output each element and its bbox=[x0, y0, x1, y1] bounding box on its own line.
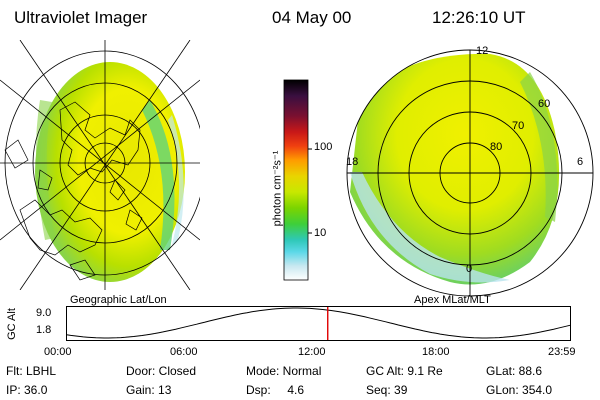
time-label: 12:26:10 UT bbox=[432, 8, 526, 27]
status-glon: GLon: 354.0 bbox=[486, 383, 553, 397]
altitude-ytick-top: 9.0 bbox=[36, 307, 52, 319]
altitude-plot-frame bbox=[66, 306, 571, 341]
colorbar bbox=[283, 79, 312, 281]
xtick-18: 18:00 bbox=[422, 346, 450, 358]
polar-mlat-mlt-map bbox=[346, 49, 594, 297]
polar-image-swath bbox=[350, 53, 560, 285]
xtick-2359: 23:59 bbox=[548, 346, 576, 358]
status-mode: Mode: Normal bbox=[246, 364, 322, 378]
colorbar-tick-10: 10 bbox=[314, 227, 327, 239]
mlt-label-12: 12 bbox=[476, 45, 489, 57]
status-gain: Gain: 13 bbox=[126, 383, 172, 397]
status-seq: Seq: 39 bbox=[366, 383, 408, 397]
status-gc-alt: GC Alt: 9.1 Re bbox=[366, 364, 443, 378]
status-dsp: Dsp: 4.6 bbox=[246, 383, 305, 397]
colorbar-unit-label: photon cm⁻²s⁻¹ bbox=[271, 150, 284, 227]
altitude-ylabel: GC Alt bbox=[6, 308, 18, 340]
status-ip: IP: 36.0 bbox=[6, 383, 48, 397]
xtick-00: 00:00 bbox=[44, 346, 72, 358]
xtick-06: 06:00 bbox=[170, 346, 198, 358]
mlt-label-6: 6 bbox=[577, 156, 584, 168]
mlt-label-18: 18 bbox=[346, 156, 359, 168]
colorbar-tick-100: 100 bbox=[314, 141, 333, 153]
colorbar-scale bbox=[283, 79, 309, 281]
mlat-label-60: 60 bbox=[538, 98, 551, 110]
instrument-title: Ultraviolet Imager bbox=[14, 8, 148, 27]
status-door: Door: Closed bbox=[126, 364, 197, 378]
altitude-plot bbox=[66, 306, 571, 341]
altitude-curve bbox=[66, 307, 571, 339]
geographic-grid bbox=[0, 40, 200, 290]
mlat-label-80: 80 bbox=[490, 141, 503, 153]
right-map-caption: Apex MLat/MLT bbox=[414, 294, 491, 306]
coastlines bbox=[4, 101, 143, 281]
xtick-12: 12:00 bbox=[298, 346, 326, 358]
geographic-map bbox=[0, 40, 200, 290]
mlat-label-70: 70 bbox=[512, 120, 525, 132]
mlt-label-0: 0 bbox=[466, 263, 473, 275]
polar-grid bbox=[346, 49, 594, 297]
left-map-caption: Geographic Lat/Lon bbox=[70, 294, 167, 306]
status-flt: Flt: LBHL bbox=[6, 364, 57, 378]
date-label: 04 May 00 bbox=[272, 8, 352, 27]
status-glat: GLat: 88.6 bbox=[486, 364, 543, 378]
altitude-ytick-bottom: 1.8 bbox=[36, 324, 52, 336]
